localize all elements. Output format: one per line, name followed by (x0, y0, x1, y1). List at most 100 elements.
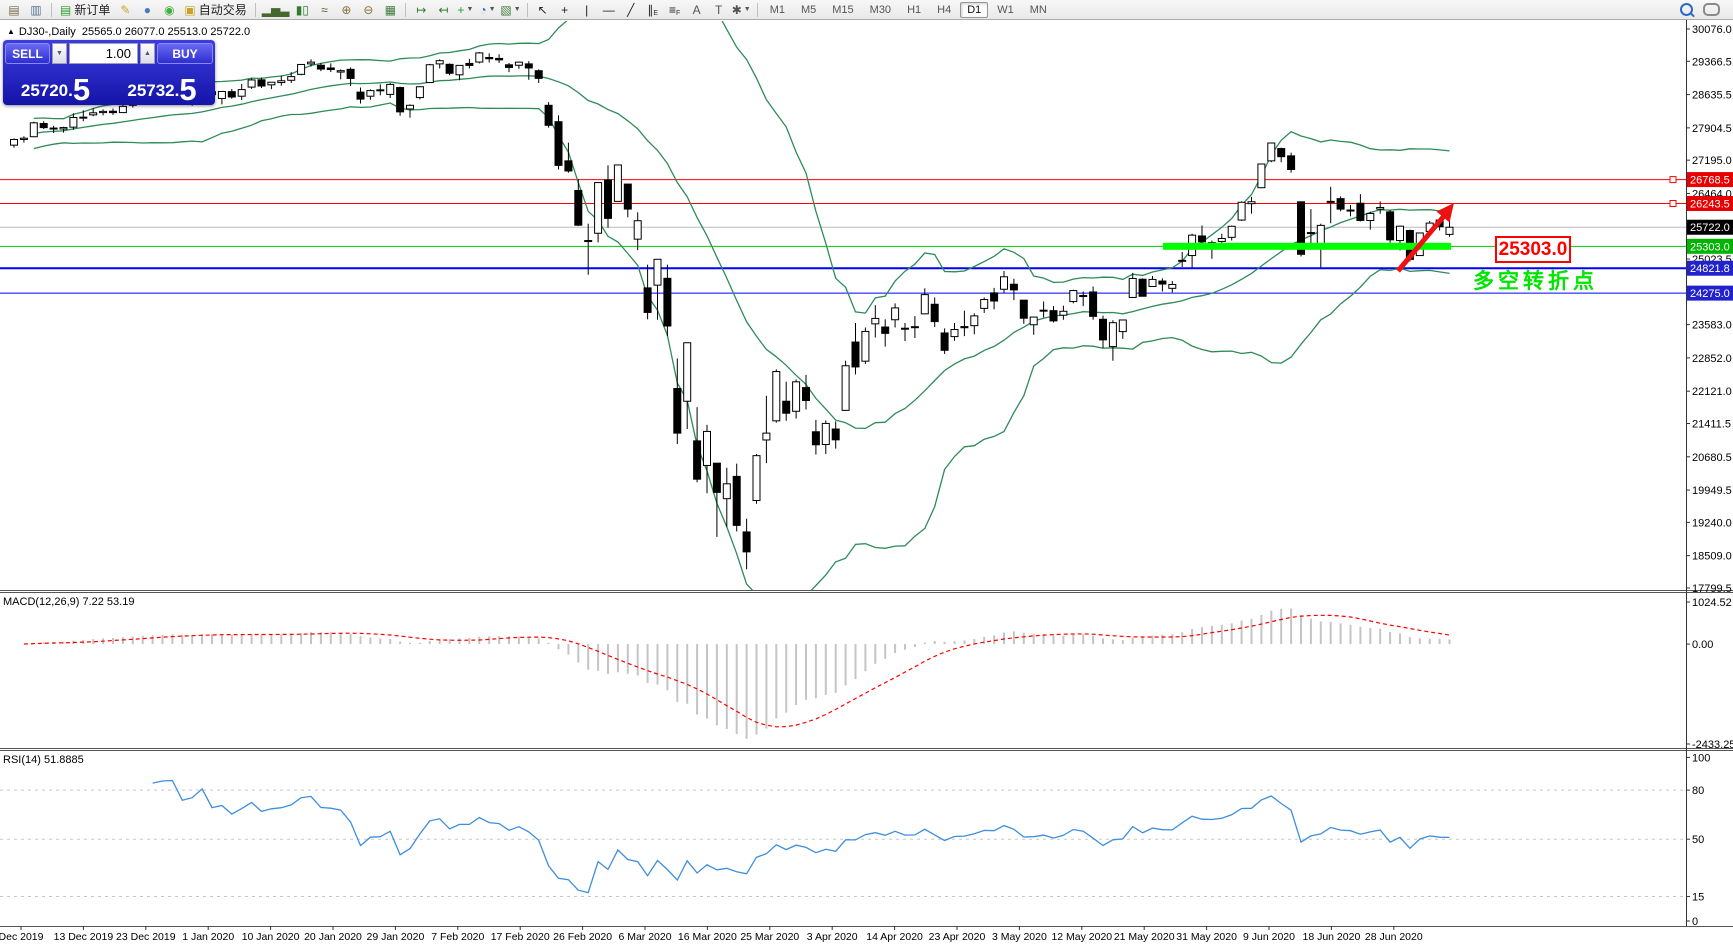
y-axis-label: 18509.0 (1692, 551, 1732, 563)
horizontal-line-icon: — (602, 2, 615, 17)
y-axis-label: 21411.5 (1692, 418, 1731, 430)
pivot-note-text: 多空转折点 (1473, 270, 1598, 293)
shapes-icon: ✱ (731, 2, 742, 17)
toolbar-separator (526, 2, 528, 17)
candles-layer (10, 52, 1454, 570)
volume-up-button[interactable]: ▲ (140, 43, 155, 64)
trendline-icon[interactable]: ╱ (620, 1, 642, 18)
timeframe-d1[interactable]: D1 (960, 1, 989, 18)
zoom-in-icon: ⊕ (341, 2, 352, 17)
support-price-callout[interactable]: 25303.0 (1495, 236, 1571, 263)
candlestick-chart-icon: ▮▯ (295, 2, 310, 17)
y-axis-label: 29366.5 (1692, 56, 1732, 68)
label-icon[interactable]: T (708, 1, 730, 18)
volume-down-button[interactable]: ▼ (52, 43, 67, 64)
timeframe-m15[interactable]: M15 (832, 3, 854, 16)
timeframe-m1[interactable]: M1 (769, 3, 785, 16)
periods-icon[interactable]: ◔ ▼ (479, 2, 496, 17)
sell-price[interactable]: 25720 . 5 (5, 65, 106, 107)
macd-axis-label: 0.00 (1692, 639, 1713, 651)
timeframe-m5[interactable]: M5 (800, 3, 817, 16)
vertical-line-icon[interactable]: | (576, 1, 598, 18)
channel-icon[interactable]: ∥ E (647, 2, 659, 18)
volume-input[interactable]: 1.00 (69, 43, 138, 64)
chart-window-icon[interactable]: ▤ (3, 1, 25, 18)
price-badge-label: 24821.8 (1690, 263, 1730, 275)
community-icon: ● (143, 2, 151, 17)
sell-button[interactable]: SELL (5, 43, 50, 64)
auto-scroll-icon[interactable]: ↦ (410, 1, 432, 18)
zoom-out-icon: ⊖ (363, 2, 374, 17)
macd-axis-label: 1024.52 (1692, 597, 1732, 609)
crosshair-icon[interactable]: + (554, 1, 576, 18)
fibonacci-icon[interactable]: ≡ F (669, 2, 681, 18)
symbol-ohlc: 25565.0 26077.0 25513.0 25722.0 (81, 26, 251, 38)
y-axis-label: 22852.0 (1692, 353, 1732, 365)
pencil-icon: ✎ (120, 2, 131, 17)
template-icon[interactable]: ▧ ▼ (500, 2, 521, 17)
new-order-button: ▤ (60, 2, 72, 17)
rsi-axis-label: 50 (1692, 834, 1704, 846)
timeframe-w1[interactable]: W1 (997, 3, 1014, 16)
price-badge-label: 26243.5 (1690, 198, 1730, 210)
y-axis-label: 17799.5 (1692, 583, 1732, 595)
buy-price-dec: 5 (179, 71, 197, 107)
text-icon[interactable]: A (686, 1, 708, 18)
x-axis-label: 3 May 2020 (992, 931, 1047, 943)
pencil-icon[interactable]: ✎ (114, 1, 136, 18)
chart-shift-icon[interactable]: ↤ (432, 1, 454, 18)
add-indicator-icon: + (457, 2, 465, 17)
timeframe-h4[interactable]: H4 (937, 3, 952, 16)
chart-window-icon: ▤ (8, 2, 20, 17)
sell-price-dec: 5 (72, 71, 91, 107)
search-icon[interactable] (1680, 3, 1693, 16)
collapse-triangle-icon[interactable]: ▲ (7, 27, 15, 36)
y-axis-label: 30076.0 (1692, 24, 1732, 36)
x-axis-label: 31 May 2020 (1176, 931, 1237, 943)
tile-windows-icon[interactable]: ▦ (379, 1, 401, 18)
cursor-icon[interactable]: ↖ (532, 1, 554, 18)
panel-separators (0, 20, 1733, 927)
zoom-out-icon[interactable]: ⊖ (357, 1, 379, 18)
buy-button[interactable]: BUY (157, 43, 213, 64)
zoom-in-icon[interactable]: ⊕ (335, 1, 357, 18)
timeframe-m30[interactable]: M30 (869, 3, 892, 16)
trendline-icon: ╱ (627, 2, 635, 17)
y-axis-label: 27904.5 (1692, 123, 1732, 135)
algo-trading-button: ▣ (184, 2, 196, 17)
x-axis-label: 6 Mar 2020 (618, 931, 671, 943)
algo-trading-button[interactable]: ▣ 自动交易 (184, 2, 247, 18)
x-axis-label: 20 Jan 2020 (304, 931, 362, 943)
new-order-button[interactable]: ▤ 新订单 (60, 2, 111, 18)
price-axis: 30076.029366.528635.527904.527195.026464… (1686, 24, 1733, 928)
line-chart-icon[interactable]: ≈ (313, 1, 335, 18)
support-line-segment[interactable] (1163, 242, 1451, 250)
bar-chart-icon[interactable]: ▂▅▃ (260, 1, 292, 18)
rsi-line (152, 779, 1450, 894)
timeframe-h1[interactable]: H1 (907, 3, 922, 16)
shapes-icon[interactable]: ✱ ▼ (731, 2, 751, 17)
trend-arrow[interactable] (1396, 203, 1454, 273)
line-chart-icon: ≈ (321, 2, 328, 17)
rsi-axis-label: 15 (1692, 891, 1704, 903)
horizontal-price-lines[interactable] (0, 176, 1686, 294)
chart-shift-icon: ↤ (438, 2, 449, 17)
signal-icon[interactable]: ◉ (158, 1, 180, 18)
x-axis-label: 13 Dec 2019 (54, 931, 114, 943)
data-window-icon[interactable]: ▥ (25, 1, 47, 18)
bollinger-bands (33, 21, 1450, 590)
timeframe-mn[interactable]: MN (1029, 3, 1047, 16)
x-axis-label: 21 May 2020 (1114, 931, 1175, 943)
sell-price-dot: . (68, 81, 73, 100)
rsi-label: RSI(14) 51.8885 (3, 754, 84, 766)
toolbar-right-icons (1680, 3, 1720, 16)
horizontal-line-icon[interactable]: — (598, 1, 620, 18)
community-icon[interactable]: ● (136, 1, 158, 18)
candlestick-chart-icon[interactable]: ▮▯ (291, 1, 313, 18)
price-badge (1687, 238, 1733, 254)
add-indicator-icon[interactable]: + ▼ (457, 2, 474, 17)
y-axis-label: 19240.0 (1692, 517, 1732, 529)
buy-price[interactable]: 25732 . 5 (111, 65, 213, 107)
chat-icon[interactable] (1703, 3, 1720, 16)
